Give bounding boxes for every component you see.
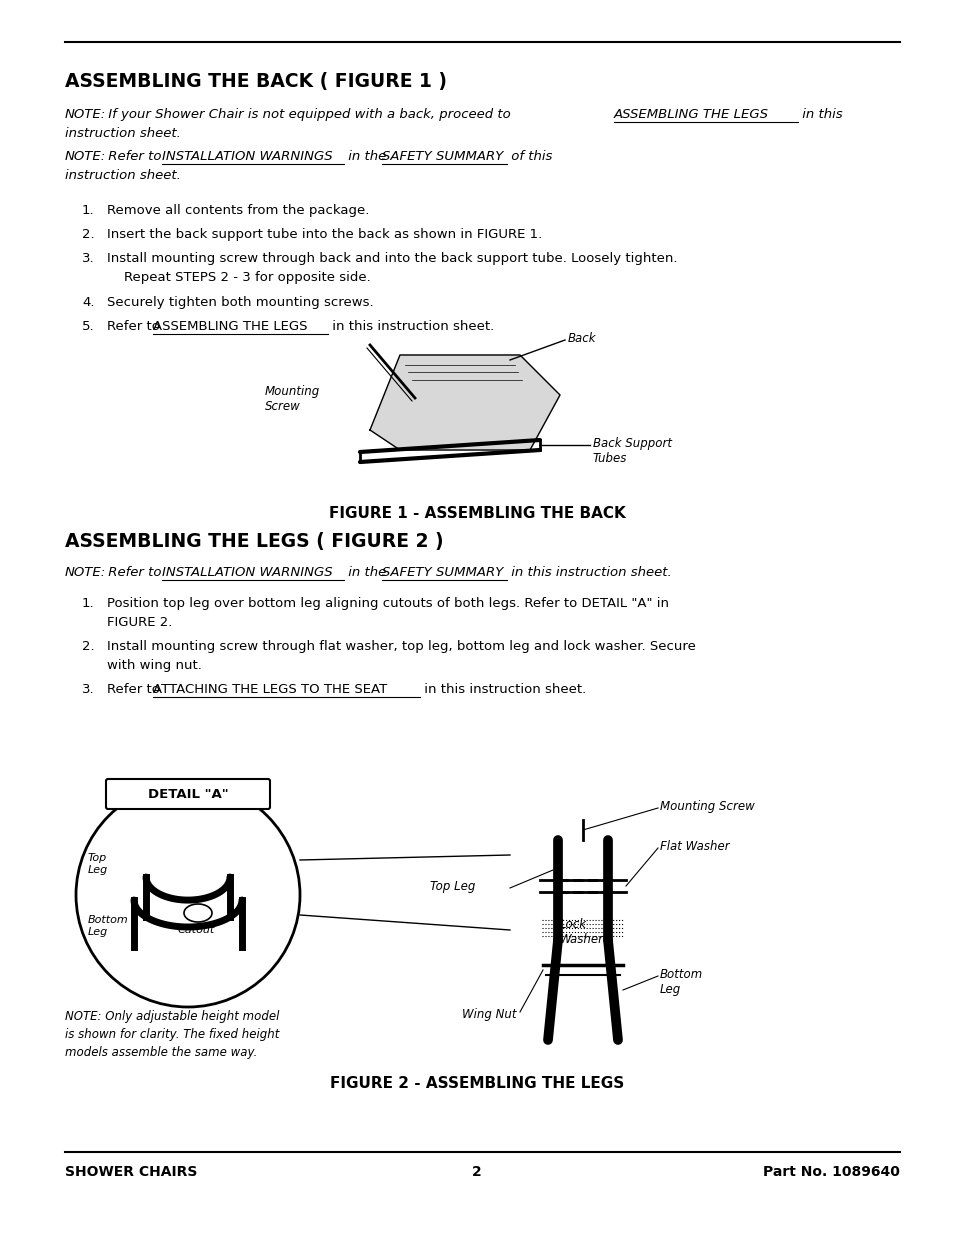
Text: INSTALLATION WARNINGS: INSTALLATION WARNINGS — [162, 149, 333, 163]
Text: Back: Back — [567, 332, 596, 345]
Text: Install mounting screw through back and into the back support tube. Loosely tigh: Install mounting screw through back and … — [107, 252, 677, 266]
Text: 2.: 2. — [82, 640, 94, 653]
Text: 2.: 2. — [82, 228, 94, 241]
Text: Refer to: Refer to — [107, 683, 164, 697]
Text: If your Shower Chair is not equipped with a back, proceed to: If your Shower Chair is not equipped wit… — [104, 107, 515, 121]
Text: models assemble the same way.: models assemble the same way. — [65, 1046, 257, 1058]
Text: Cutout: Cutout — [178, 925, 215, 935]
Text: NOTE:: NOTE: — [65, 149, 106, 163]
Text: ASSEMBLING THE LEGS: ASSEMBLING THE LEGS — [152, 320, 307, 333]
Text: Bottom
Leg: Bottom Leg — [88, 915, 129, 936]
Text: NOTE:: NOTE: — [65, 107, 106, 121]
Text: Top Leg: Top Leg — [430, 881, 475, 893]
Text: NOTE: Only adjustable height model: NOTE: Only adjustable height model — [65, 1010, 279, 1023]
Text: Back Support
Tubes: Back Support Tubes — [593, 437, 671, 466]
Text: Part No. 1089640: Part No. 1089640 — [762, 1165, 899, 1179]
Text: in this instruction sheet.: in this instruction sheet. — [506, 566, 671, 579]
Text: SHOWER CHAIRS: SHOWER CHAIRS — [65, 1165, 197, 1179]
Text: 4.: 4. — [82, 296, 94, 309]
Text: ASSEMBLING THE LEGS ( FIGURE 2 ): ASSEMBLING THE LEGS ( FIGURE 2 ) — [65, 532, 443, 551]
Text: ASSEMBLING THE LEGS: ASSEMBLING THE LEGS — [614, 107, 768, 121]
Text: Wing Nut: Wing Nut — [461, 1008, 516, 1021]
Text: ATTACHING THE LEGS TO THE SEAT: ATTACHING THE LEGS TO THE SEAT — [152, 683, 387, 697]
Text: Repeat STEPS 2 - 3 for opposite side.: Repeat STEPS 2 - 3 for opposite side. — [107, 270, 371, 284]
Text: 5.: 5. — [82, 320, 94, 333]
Text: 3.: 3. — [82, 252, 94, 266]
Text: in this: in this — [797, 107, 841, 121]
Text: FIGURE 2 - ASSEMBLING THE LEGS: FIGURE 2 - ASSEMBLING THE LEGS — [330, 1076, 623, 1091]
Text: 3.: 3. — [82, 683, 94, 697]
Text: INSTALLATION WARNINGS: INSTALLATION WARNINGS — [162, 566, 333, 579]
Text: instruction sheet.: instruction sheet. — [65, 127, 181, 140]
Polygon shape — [370, 354, 559, 450]
Text: of this: of this — [506, 149, 552, 163]
Text: Securely tighten both mounting screws.: Securely tighten both mounting screws. — [107, 296, 374, 309]
Text: 1.: 1. — [82, 204, 94, 217]
Text: Bottom
Leg: Bottom Leg — [659, 968, 702, 995]
Text: in the: in the — [344, 566, 390, 579]
Text: Mounting
Screw: Mounting Screw — [265, 385, 320, 412]
Text: Position top leg over bottom leg aligning cutouts of both legs. Refer to DETAIL : Position top leg over bottom leg alignin… — [107, 597, 668, 610]
Text: Refer to: Refer to — [104, 566, 166, 579]
Text: Mounting Screw: Mounting Screw — [659, 800, 754, 813]
Text: ASSEMBLING THE BACK ( FIGURE 1 ): ASSEMBLING THE BACK ( FIGURE 1 ) — [65, 72, 447, 91]
Text: FIGURE 2.: FIGURE 2. — [107, 616, 172, 629]
Text: Lock
Washer: Lock Washer — [559, 918, 603, 946]
Text: in this instruction sheet.: in this instruction sheet. — [419, 683, 586, 697]
Text: FIGURE 1 - ASSEMBLING THE BACK: FIGURE 1 - ASSEMBLING THE BACK — [328, 506, 625, 521]
Text: SAFETY SUMMARY: SAFETY SUMMARY — [381, 566, 503, 579]
Text: 2: 2 — [472, 1165, 481, 1179]
Text: Remove all contents from the package.: Remove all contents from the package. — [107, 204, 369, 217]
FancyBboxPatch shape — [106, 779, 270, 809]
Text: instruction sheet.: instruction sheet. — [65, 169, 181, 182]
Text: 1.: 1. — [82, 597, 94, 610]
Text: in this instruction sheet.: in this instruction sheet. — [328, 320, 494, 333]
Text: Flat Washer: Flat Washer — [659, 840, 729, 853]
Text: NOTE:: NOTE: — [65, 566, 106, 579]
Text: SAFETY SUMMARY: SAFETY SUMMARY — [381, 149, 503, 163]
Text: is shown for clarity. The fixed height: is shown for clarity. The fixed height — [65, 1028, 279, 1041]
Text: Insert the back support tube into the back as shown in FIGURE 1.: Insert the back support tube into the ba… — [107, 228, 541, 241]
Text: in the: in the — [344, 149, 390, 163]
Text: Install mounting screw through flat washer, top leg, bottom leg and lock washer.: Install mounting screw through flat wash… — [107, 640, 695, 653]
Text: with wing nut.: with wing nut. — [107, 659, 202, 672]
Text: Top
Leg: Top Leg — [88, 853, 108, 874]
Text: DETAIL "A": DETAIL "A" — [148, 788, 228, 800]
Text: Refer to: Refer to — [104, 149, 166, 163]
Text: Refer to: Refer to — [107, 320, 164, 333]
